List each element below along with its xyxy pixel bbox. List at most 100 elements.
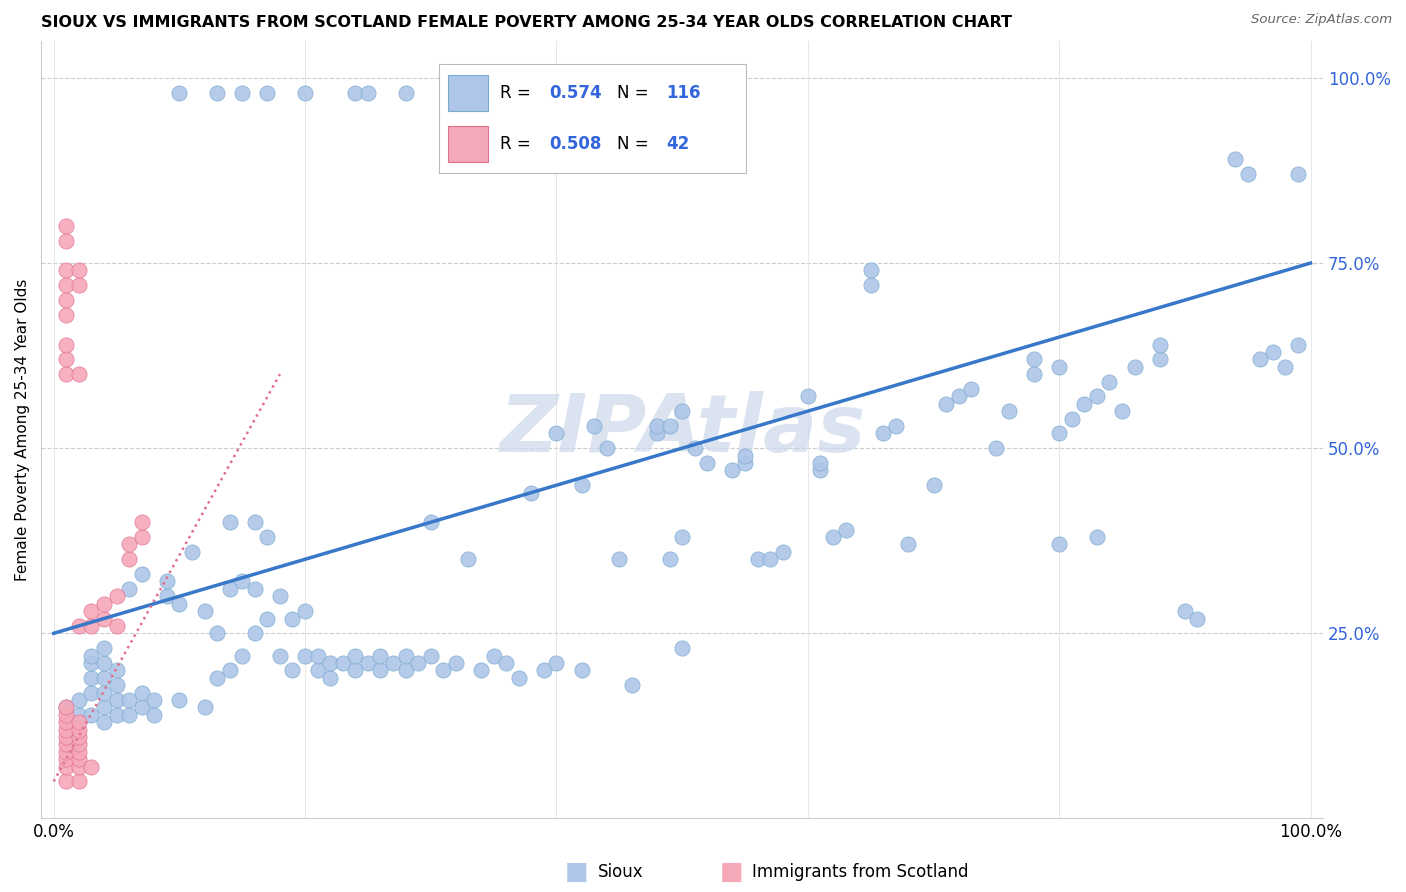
Point <box>683 441 706 455</box>
Point <box>1073 397 1095 411</box>
Point <box>231 574 253 589</box>
Point <box>357 656 380 670</box>
Point <box>281 664 304 678</box>
Point <box>105 678 128 692</box>
Point <box>156 589 179 603</box>
Point <box>394 664 416 678</box>
Point <box>131 700 153 714</box>
Point <box>269 648 291 663</box>
Point <box>243 626 266 640</box>
Point <box>294 86 316 100</box>
Point <box>55 752 77 766</box>
Point <box>546 86 568 100</box>
Point <box>645 426 668 441</box>
Point <box>256 530 278 544</box>
Point <box>118 707 141 722</box>
Point <box>80 685 103 699</box>
Point <box>55 723 77 737</box>
Point <box>671 641 693 656</box>
Point <box>231 86 253 100</box>
Point <box>55 707 77 722</box>
Point <box>658 552 681 566</box>
Point <box>960 382 983 396</box>
Point <box>218 664 240 678</box>
Point <box>80 671 103 685</box>
Point <box>67 707 90 722</box>
Point <box>294 604 316 618</box>
Point <box>131 567 153 582</box>
Point <box>55 263 77 277</box>
Point <box>80 648 103 663</box>
Point <box>67 759 90 773</box>
Point <box>55 730 77 744</box>
Point <box>344 648 367 663</box>
Point <box>93 641 115 656</box>
Point <box>143 693 166 707</box>
Point <box>67 730 90 744</box>
Point <box>55 337 77 351</box>
Point <box>1223 153 1246 167</box>
Point <box>419 648 441 663</box>
Point <box>218 582 240 596</box>
Point <box>67 752 90 766</box>
Y-axis label: Female Poverty Among 25-34 Year Olds: Female Poverty Among 25-34 Year Olds <box>15 278 30 581</box>
Point <box>118 693 141 707</box>
Point <box>243 582 266 596</box>
Point <box>935 397 957 411</box>
Point <box>1098 375 1121 389</box>
Point <box>394 648 416 663</box>
Point <box>55 278 77 293</box>
Point <box>1022 352 1045 367</box>
Point <box>1047 359 1070 374</box>
Point <box>759 552 782 566</box>
Point <box>1261 345 1284 359</box>
Point <box>205 671 228 685</box>
Point <box>80 604 103 618</box>
Point <box>143 707 166 722</box>
Point <box>1149 352 1171 367</box>
Point <box>118 552 141 566</box>
Point <box>495 656 517 670</box>
Point <box>93 685 115 699</box>
Point <box>344 86 367 100</box>
Point <box>55 219 77 233</box>
Point <box>721 463 744 477</box>
Point <box>55 352 77 367</box>
Point <box>105 693 128 707</box>
Point <box>307 664 329 678</box>
Point <box>344 664 367 678</box>
Point <box>193 700 215 714</box>
Point <box>482 648 505 663</box>
Point <box>859 278 882 293</box>
Point <box>394 86 416 100</box>
Point <box>357 86 380 100</box>
Point <box>55 738 77 752</box>
Point <box>332 656 354 670</box>
Point <box>93 656 115 670</box>
Point <box>169 597 191 611</box>
Point <box>243 515 266 529</box>
Point <box>80 759 103 773</box>
Point <box>571 478 593 492</box>
Point <box>131 515 153 529</box>
Point <box>55 234 77 248</box>
Point <box>998 404 1021 418</box>
Point <box>67 263 90 277</box>
Point <box>256 611 278 625</box>
Point <box>55 367 77 381</box>
Point <box>156 574 179 589</box>
Point <box>520 86 543 100</box>
Point <box>93 715 115 730</box>
Point <box>1187 611 1209 625</box>
Point <box>1047 426 1070 441</box>
Point <box>1111 404 1133 418</box>
Point <box>67 745 90 759</box>
Point <box>432 664 454 678</box>
Point <box>571 664 593 678</box>
Point <box>734 449 756 463</box>
Point <box>118 537 141 551</box>
Point <box>1236 167 1258 181</box>
Point <box>859 263 882 277</box>
Point <box>470 664 492 678</box>
Point <box>105 707 128 722</box>
